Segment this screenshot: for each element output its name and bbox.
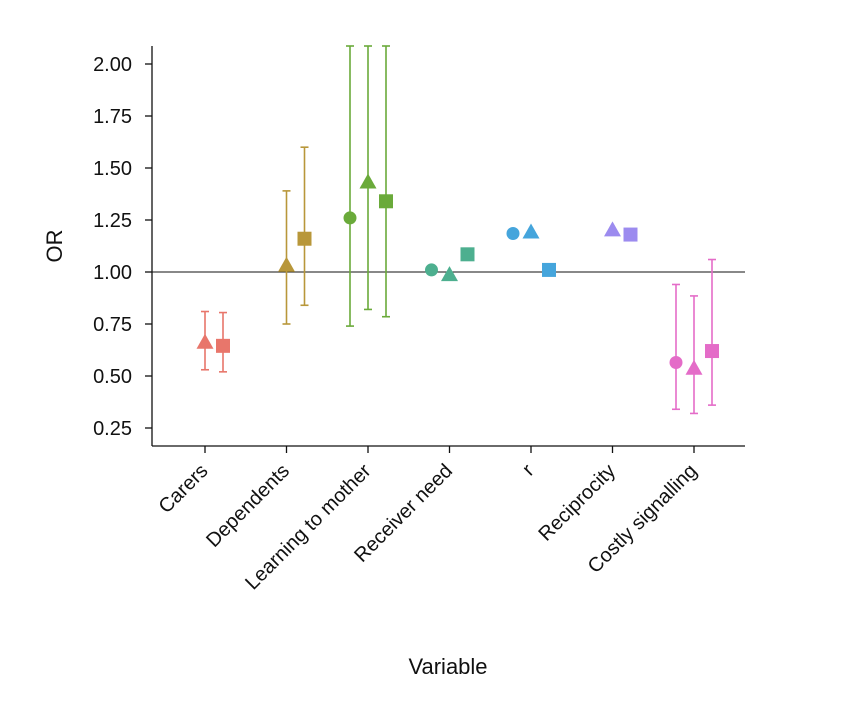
square-point-dependents [297,231,312,246]
y-tick-label: 1.50 [93,158,132,180]
triangle-point-learning-to-mother [359,173,377,189]
error-bars [201,45,716,415]
triangle-point-costly-signalling [685,359,703,375]
axes [151,46,745,447]
data-points [196,173,719,375]
circle-point-r [506,227,520,241]
square-point-costly-signalling [705,344,719,359]
square-point-reciprocity [623,227,638,242]
circle-point-learning-to-mother [343,211,357,225]
triangle-point-carers [196,333,214,349]
x-tick-label-r: r [518,460,539,481]
triangle-point-receiver-need [441,266,458,282]
square-point-carers [216,338,230,353]
x-tick-label-reciprocity: Reciprocity [535,460,621,546]
y-tick-label: 1.25 [93,210,132,232]
square-point-r [542,262,556,277]
x-axis-title: Variable [408,654,487,679]
triangle-point-dependents [278,256,295,272]
x-tick-label-carers: Carers [155,460,213,518]
triangle-point-reciprocity [604,221,621,237]
y-tick-label: 0.25 [93,418,132,440]
y-ticks: 0.25 0.50 0.75 1.00 1.25 1.50 1.75 2.00 [93,54,152,440]
square-point-learning-to-mother [379,194,393,209]
square-point-receiver-need [460,247,475,262]
y-tick-label: 1.00 [93,262,132,284]
y-axis-title: OR [42,230,67,263]
x-tick-label-dependents: Dependents [202,460,294,552]
circle-point-costly-signalling [669,355,683,369]
y-tick-label: 2.00 [93,54,132,76]
circle-point-receiver-need [425,263,438,277]
y-tick-label: 0.50 [93,366,132,388]
y-tick-label: 1.75 [93,106,132,128]
y-tick-label: 0.75 [93,314,132,336]
triangle-point-r [522,223,540,239]
